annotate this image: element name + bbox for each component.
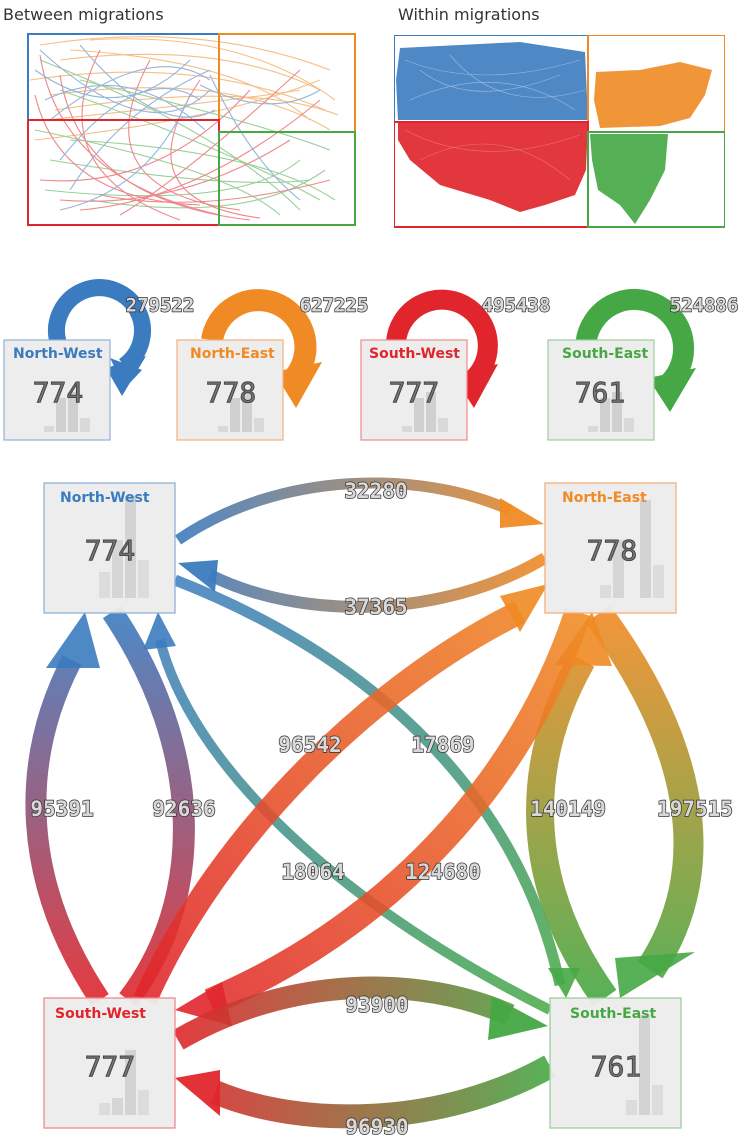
self-flow-label-south-west: 495438 bbox=[482, 295, 551, 317]
flow-label-ne-to-sw: 124680 bbox=[405, 860, 481, 884]
self-flow-label-north-east: 627225 bbox=[300, 295, 369, 317]
self-flow-label-south-east: 524886 bbox=[670, 295, 739, 317]
region-label-north-east: North-East bbox=[562, 490, 647, 506]
region-count-north-west: 774 bbox=[85, 534, 136, 567]
arrow-se-to-sw bbox=[210, 1055, 556, 1129]
arrow-nw-to-ne bbox=[174, 477, 513, 545]
region-label-north-west: North-West bbox=[60, 490, 150, 506]
small-label-south-east: South-East bbox=[562, 346, 648, 362]
region-count-south-east: 761 bbox=[591, 1050, 642, 1083]
within-title: Within migrations bbox=[398, 5, 540, 24]
region-label-south-east: South-East bbox=[570, 1006, 656, 1022]
region-count-south-west: 777 bbox=[85, 1050, 136, 1083]
small-label-north-east: North-East bbox=[190, 346, 275, 362]
arrow-ne-to-se bbox=[585, 605, 704, 979]
arrow-se-to-nw bbox=[155, 638, 553, 1015]
flow-label-nw-to-sw: 92636 bbox=[152, 797, 215, 821]
arrow-ne-to-sw bbox=[204, 607, 591, 1015]
small-box-north-east: North-East 778 bbox=[176, 339, 284, 441]
small-count-south-east: 761 bbox=[575, 376, 626, 409]
flow-label-ne-to-nw: 37365 bbox=[344, 595, 407, 619]
small-count-north-east: 778 bbox=[206, 376, 257, 409]
within-migrations-map bbox=[394, 35, 725, 228]
between-migrations-map bbox=[27, 33, 356, 226]
arrow-sw-to-nw bbox=[25, 655, 109, 1006]
between-title: Between migrations bbox=[3, 5, 164, 24]
flow-label-nw-to-ne: 32280 bbox=[344, 479, 407, 503]
arrow-sw-to-ne bbox=[134, 601, 526, 1005]
small-box-south-west: South-West 777 bbox=[360, 339, 468, 441]
arrow-se-to-ne bbox=[526, 653, 617, 1007]
region-count-north-east: 778 bbox=[587, 534, 638, 567]
small-box-north-west: North-West 774 bbox=[3, 339, 111, 441]
region-box-south-west: South-West 777 bbox=[43, 997, 176, 1129]
region-box-north-west: North-West 774 bbox=[43, 482, 176, 614]
arrow-nw-to-se bbox=[172, 574, 566, 987]
region-box-north-east: North-East 778 bbox=[544, 482, 677, 614]
region-box-south-east: South-East 761 bbox=[549, 997, 682, 1129]
flow-label-se-to-nw: 18064 bbox=[281, 860, 344, 884]
small-box-south-east: South-East 761 bbox=[547, 339, 655, 441]
small-label-north-west: North-West bbox=[13, 346, 103, 362]
small-count-south-west: 777 bbox=[389, 376, 440, 409]
self-loop-north-east bbox=[201, 289, 322, 408]
flow-label-se-to-ne: 140149 bbox=[530, 797, 606, 821]
flow-label-nw-to-se: 17869 bbox=[411, 733, 474, 757]
self-loop-south-east bbox=[575, 288, 696, 412]
flow-arrows bbox=[25, 477, 704, 1129]
region-label-south-west: South-West bbox=[55, 1006, 146, 1022]
flow-label-ne-to-se: 197515 bbox=[657, 797, 733, 821]
arrow-sw-to-se bbox=[172, 976, 515, 1050]
self-flow-label-north-west: 279522 bbox=[126, 295, 195, 317]
arrow-ne-to-nw bbox=[207, 552, 549, 613]
small-count-north-west: 774 bbox=[33, 376, 84, 409]
flow-label-sw-to-ne: 96542 bbox=[278, 733, 341, 757]
self-loop-north-west bbox=[47, 279, 151, 396]
small-label-south-west: South-West bbox=[369, 346, 460, 362]
flow-label-sw-to-nw: 95391 bbox=[30, 797, 93, 821]
flow-label-sw-to-se: 93900 bbox=[345, 993, 408, 1017]
flow-label-se-to-sw: 96930 bbox=[345, 1115, 408, 1139]
